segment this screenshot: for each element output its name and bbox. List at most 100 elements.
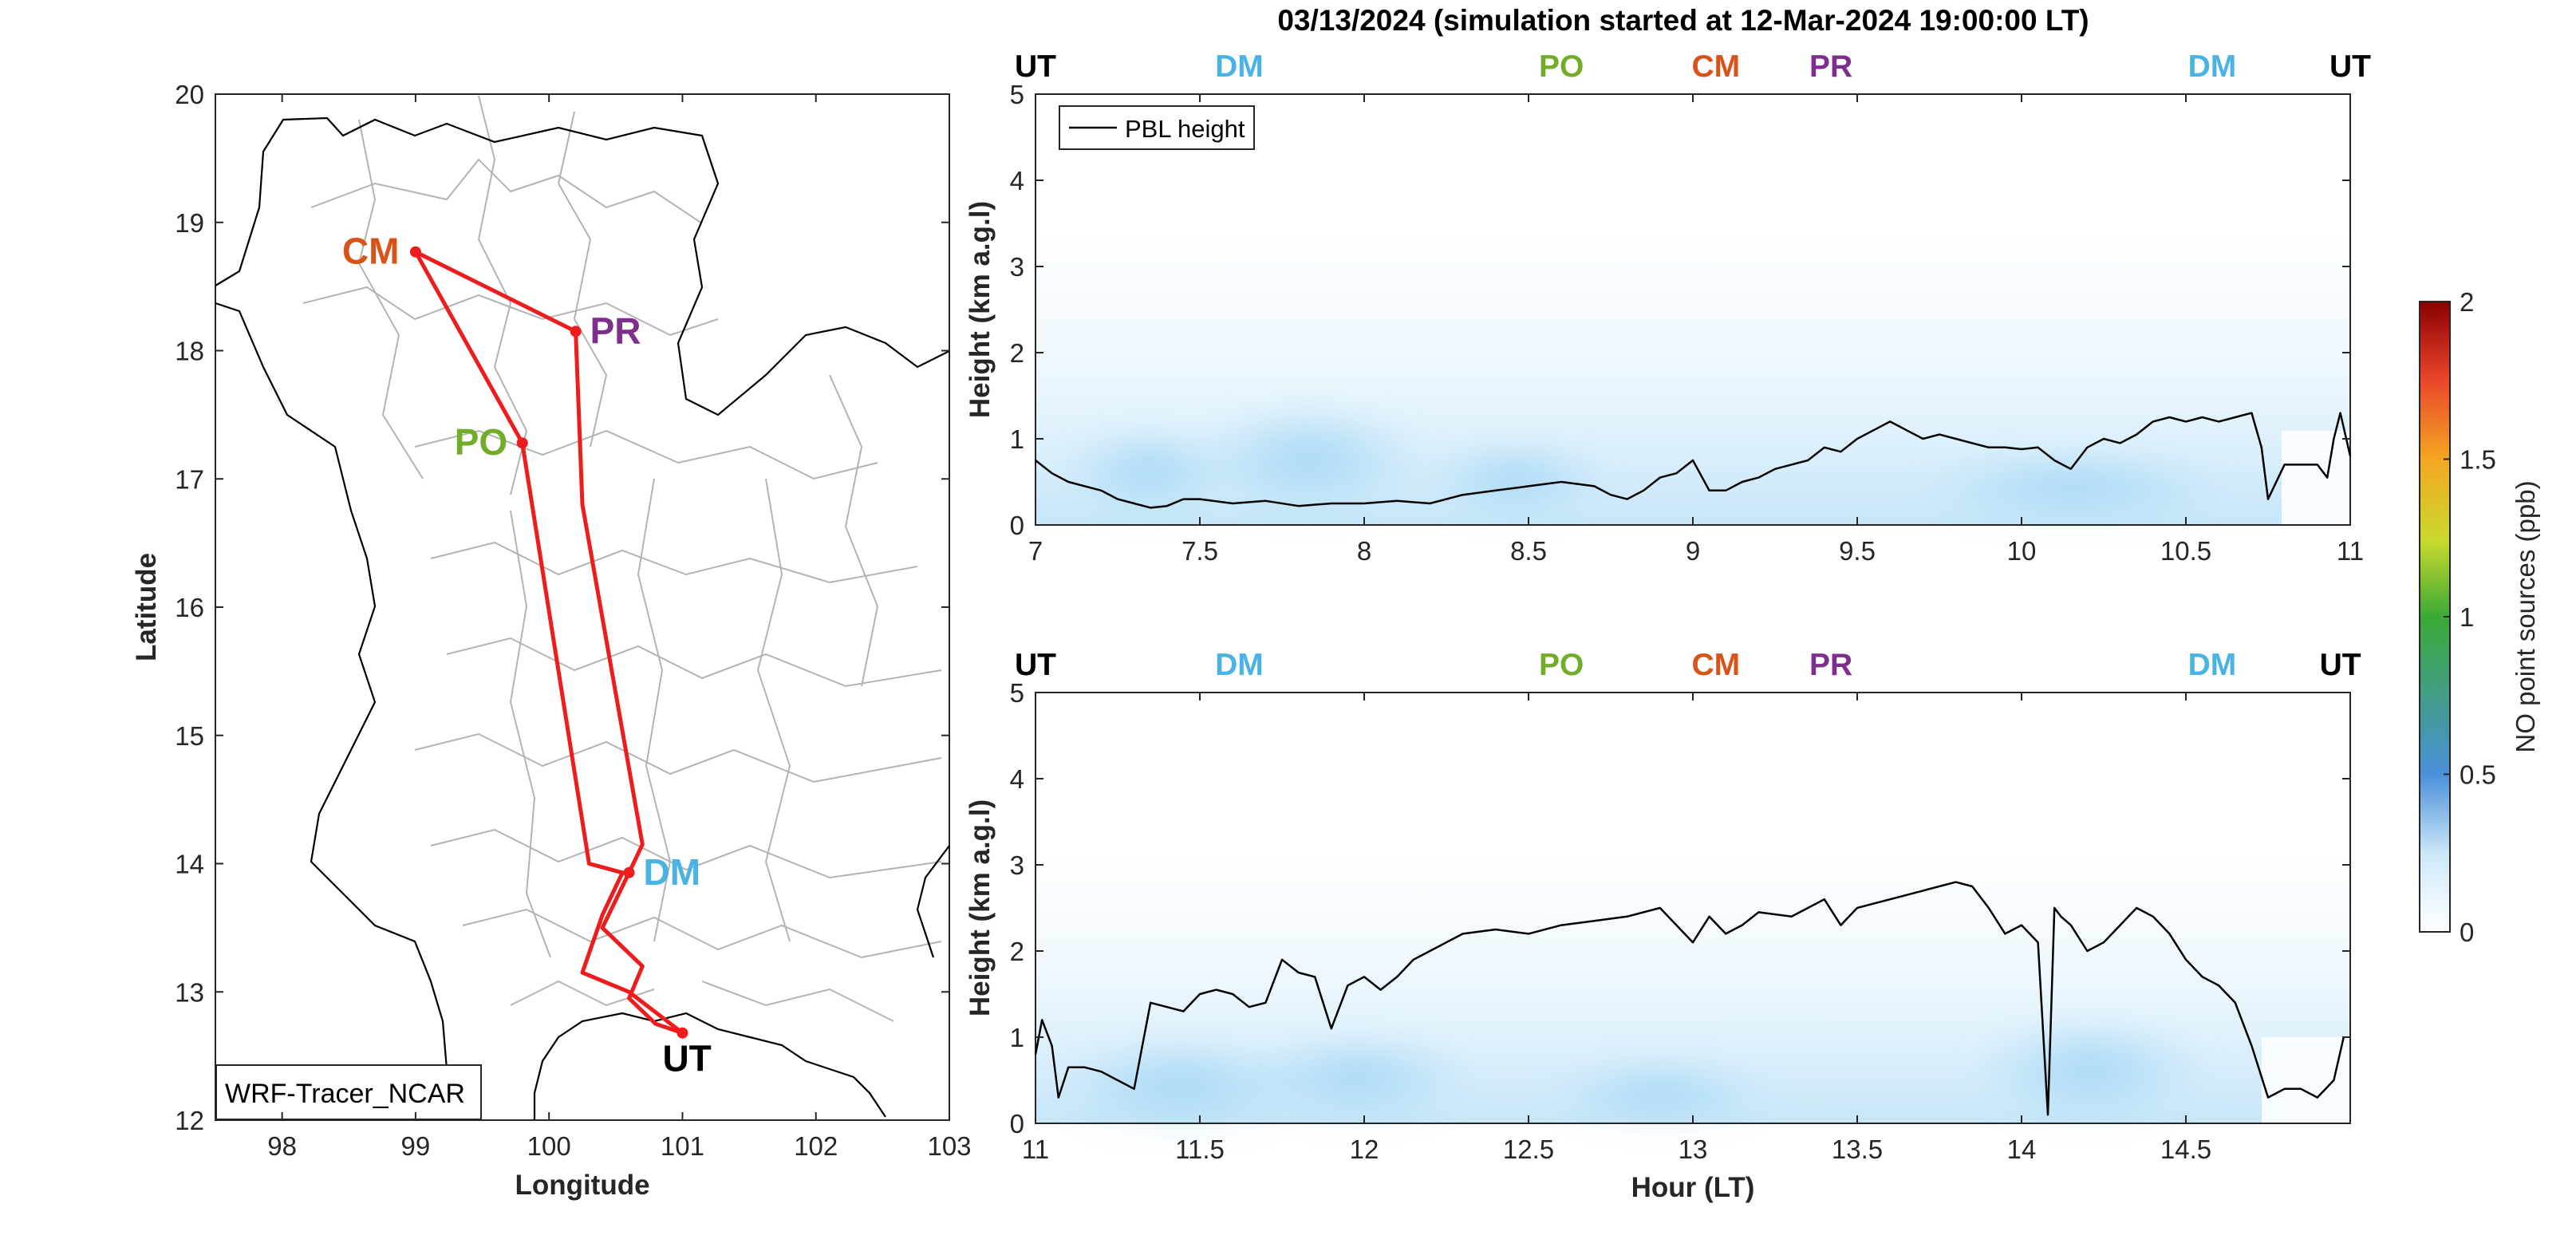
map-y-label: Latitude — [131, 553, 162, 661]
y-tick-label: 3 — [1010, 252, 1024, 282]
location-label-po: PO — [455, 421, 507, 463]
legend: PBL height — [1059, 105, 1255, 150]
x-tick-label: 12.5 — [1503, 1135, 1554, 1164]
y-tick-label: 5 — [1010, 678, 1024, 708]
map-axes-box — [215, 93, 950, 1121]
colorbar: 0 0.5 1 1.5 2 NO point sources (ppb) — [2419, 287, 2540, 947]
y-tick-label: 4 — [1010, 166, 1024, 195]
colorbar-label: NO point sources (ppb) — [2511, 480, 2540, 752]
location-label-cm: CM — [342, 231, 400, 272]
map-x-tick-label: 102 — [794, 1131, 838, 1161]
map-x-tick-label: 100 — [527, 1131, 571, 1161]
top-tracer-field — [1036, 231, 2350, 525]
colorbar-tick-label: 1.5 — [2460, 445, 2496, 475]
route-label-po: PO — [1539, 648, 1584, 682]
top-chart: 7 7.5 8 8.5 9 9.5 10 10.5 11 0 1 2 3 4 5 UT DM PO CM PR DM… — [965, 49, 2371, 566]
x-tick-label: 9 — [1686, 536, 1700, 566]
top-x-ticks: 7 7.5 8 8.5 9 9.5 10 10.5 11 — [1028, 94, 2364, 566]
y-tick-label: 4 — [1010, 764, 1024, 794]
map-x-label: Longitude — [515, 1170, 649, 1201]
location-label-dm: DM — [644, 851, 701, 893]
map-y-tick-label: 17 — [175, 464, 204, 494]
route-label-pr: PR — [1809, 49, 1852, 84]
bottom-x-ticks: 11 11.5 12 12.5 13 13.5 14 14.5 — [1022, 693, 2211, 1164]
x-tick-label: 10 — [2007, 536, 2037, 566]
y-tick-label: 0 — [1010, 1109, 1024, 1138]
route-label-ut: UT — [2329, 49, 2371, 84]
x-tick-label: 8.5 — [1510, 536, 1547, 566]
y-tick-label: 1 — [1010, 424, 1024, 454]
location-point-dm — [623, 866, 635, 878]
route-label-cm: CM — [1692, 648, 1741, 682]
map-x-tick-label: 99 — [401, 1131, 431, 1161]
route-label-dm: DM — [1215, 49, 1264, 84]
model-label-box — [215, 1064, 482, 1120]
x-tick-label: 11 — [2337, 536, 2364, 566]
location-label-ut: UT — [662, 1038, 711, 1079]
route-label-dm: DM — [1215, 648, 1264, 682]
x-tick-label: 14.5 — [2160, 1135, 2211, 1164]
x-tick-label: 8 — [1357, 536, 1371, 566]
country-border — [215, 116, 950, 1121]
location-point-po — [516, 437, 528, 449]
colorbar-tick-label: 1 — [2460, 602, 2474, 632]
route-label-po: PO — [1539, 49, 1584, 84]
map-y-tick-label: 20 — [175, 80, 204, 109]
x-tick-label: 7.5 — [1181, 536, 1218, 566]
model-label: WRF-Tracer_NCAR — [225, 1079, 465, 1109]
bottom-x-label: Hour (LT) — [1631, 1172, 1755, 1203]
bottom-y-ticks: 0 1 2 3 4 5 — [1010, 678, 2350, 1138]
map-x-tick-label: 103 — [927, 1131, 971, 1161]
location-point-ut — [677, 1027, 688, 1039]
y-tick-label: 1 — [1010, 1023, 1024, 1052]
map-x-ticks: 98 99 100 101 102 103 — [267, 94, 972, 1161]
location-point-pr — [570, 326, 582, 337]
map-panel: CM PR PO DM UT WRF-Tracer_NCAR 98 99 100 101 102… — [131, 80, 972, 1201]
pbl-line-top — [1035, 412, 2352, 509]
colorbar-ticks: 0 0.5 1 1.5 2 — [2444, 287, 2496, 947]
route-label-ut: UT — [2320, 648, 2361, 682]
map-y-tick-label: 15 — [175, 721, 204, 751]
x-tick-label: 11 — [1022, 1135, 1049, 1164]
bottom-chart: 11 11.5 12 12.5 13 13.5 1 4 14.5 0 1 2 3 4 5 UT DM PO CM… — [965, 648, 2361, 1203]
map-y-tick-label: 12 — [175, 1106, 204, 1135]
map-y-ticks: 12 13 14 15 16 17 18 19 20 — [175, 80, 949, 1135]
colorbar-tick-label: 0.5 — [2460, 760, 2496, 790]
bottom-y-label: Height (km a.g.l) — [965, 799, 996, 1016]
route-label-dm: DM — [2188, 49, 2237, 84]
top-y-label: Height (km a.g.l) — [965, 201, 996, 418]
y-tick-label: 3 — [1010, 850, 1024, 880]
route-label-cm: CM — [1692, 49, 1741, 84]
bottom-route-labels: UT DM PO CM PR DM UT — [1015, 648, 2361, 682]
x-tick-label: 13.5 — [1832, 1135, 1883, 1164]
map-y-tick-label: 18 — [175, 337, 204, 366]
bottom-tracer-field — [1036, 854, 2350, 1133]
location-labels: CM PR PO DM UT — [342, 231, 712, 1079]
x-tick-label: 13 — [1679, 1135, 1708, 1164]
map-y-tick-label: 14 — [175, 850, 204, 879]
figure-title: 03/13/2024 (simulation started at 12-Mar… — [1277, 4, 2089, 37]
legend-entry-pbl: PBL height — [1125, 115, 1245, 143]
location-label-pr: PR — [590, 310, 641, 351]
x-tick-label: 9.5 — [1839, 536, 1876, 566]
y-tick-label: 2 — [1010, 937, 1024, 966]
x-tick-label: 12 — [1350, 1135, 1379, 1164]
y-tick-label: 0 — [1010, 511, 1024, 540]
map-y-tick-label: 16 — [175, 593, 204, 622]
map-y-tick-label: 13 — [175, 977, 204, 1007]
colorbar-tick-label: 0 — [2460, 917, 2474, 947]
x-tick-label: 11.5 — [1175, 1135, 1225, 1164]
route-label-dm: DM — [2188, 648, 2237, 682]
route-label-ut: UT — [1015, 648, 1056, 682]
x-tick-label: 7 — [1028, 536, 1043, 566]
route-label-ut: UT — [1015, 49, 1056, 84]
route-points — [409, 246, 688, 1039]
route-label-pr: PR — [1809, 648, 1852, 682]
y-tick-label: 5 — [1010, 80, 1024, 109]
location-point-cm — [409, 246, 421, 258]
map-x-tick-label: 98 — [267, 1131, 297, 1161]
top-y-ticks: 0 1 2 3 4 5 — [1010, 80, 2350, 540]
colorbar-tick-label: 2 — [2460, 287, 2474, 317]
pbl-line-bottom — [1034, 881, 2345, 1116]
